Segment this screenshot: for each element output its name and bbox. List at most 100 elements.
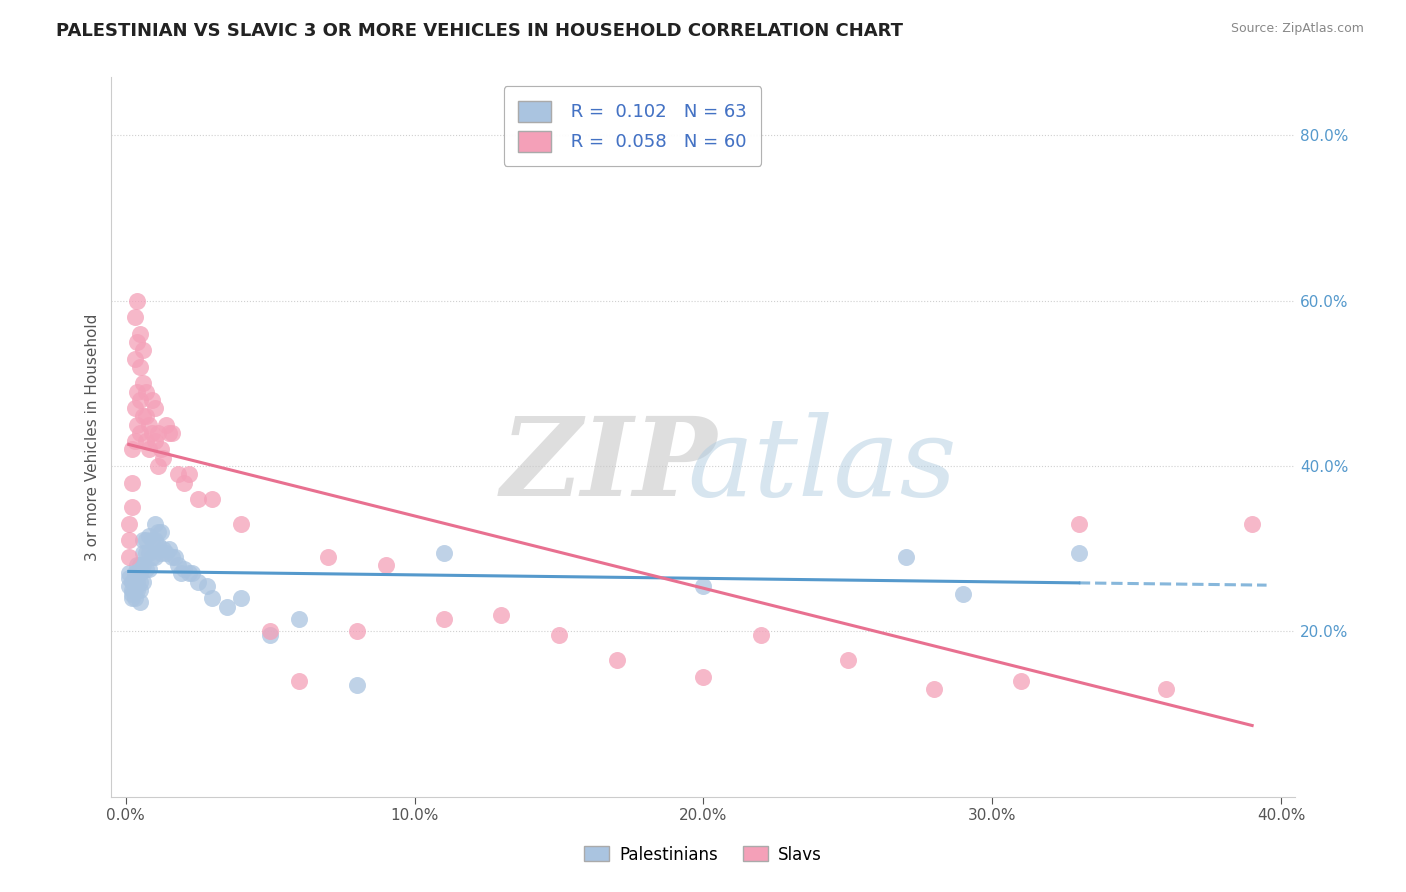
Point [1067,516,1090,531]
Point [173,562,195,576]
Legend:  R =  0.102   N = 63,  R =  0.058   N = 60: R = 0.102 N = 63, R = 0.058 N = 60 [503,87,761,166]
Point [259,628,281,642]
Point [491,607,513,622]
Point [124,310,146,325]
Point [166,467,188,482]
Point [124,582,146,597]
Point [146,525,169,540]
Point [118,579,141,593]
Point [215,599,238,614]
Point [1154,682,1177,697]
Point [606,653,628,667]
Point [132,376,155,391]
Point [346,624,368,639]
Point [155,546,177,560]
Point [149,442,172,457]
Point [195,579,218,593]
Point [118,533,141,548]
Point [201,591,224,606]
Point [1067,546,1090,560]
Point [129,558,152,573]
Point [127,334,149,349]
Point [132,533,155,548]
Point [129,392,152,407]
Point [124,579,146,593]
Point [118,516,141,531]
Point [124,591,146,606]
Point [135,384,157,399]
Text: Source: ZipAtlas.com: Source: ZipAtlas.com [1230,22,1364,36]
Point [132,546,155,560]
Point [374,558,396,573]
Point [749,628,772,642]
Point [129,566,152,581]
Point [146,537,169,551]
Point [129,326,152,341]
Point [127,293,149,308]
Text: atlas: atlas [688,412,956,519]
Point [138,529,160,543]
Point [259,624,281,639]
Point [924,682,946,697]
Point [118,566,141,581]
Point [132,409,155,424]
Point [129,359,152,374]
Point [166,558,188,573]
Y-axis label: 3 or more Vehicles in Household: 3 or more Vehicles in Household [86,313,100,561]
Point [837,653,859,667]
Point [121,500,143,515]
Point [121,574,143,589]
Point [149,546,172,560]
Point [132,343,155,358]
Point [138,442,160,457]
Point [1010,673,1032,688]
Point [692,670,714,684]
Point [143,401,166,416]
Point [152,450,174,465]
Point [124,351,146,366]
Point [187,491,209,506]
Point [124,434,146,449]
Point [143,434,166,449]
Point [288,612,311,626]
Point [231,591,253,606]
Point [155,417,177,432]
Point [548,628,571,642]
Point [1241,516,1264,531]
Point [141,425,163,440]
Point [952,587,974,601]
Point [129,425,152,440]
Point [146,458,169,473]
Point [121,591,143,606]
Point [141,392,163,407]
Point [288,673,311,688]
Text: ZIP: ZIP [501,412,717,519]
Point [432,546,454,560]
Point [163,549,186,564]
Point [201,491,224,506]
Point [149,525,172,540]
Point [181,566,204,581]
Point [118,571,141,585]
Point [231,516,253,531]
Point [141,533,163,548]
Point [124,401,146,416]
Point [135,434,157,449]
Point [316,549,339,564]
Point [138,546,160,560]
Point [118,549,141,564]
Point [132,558,155,573]
Point [346,678,368,692]
Point [135,546,157,560]
Point [132,574,155,589]
Point [127,574,149,589]
Point [173,475,195,490]
Point [138,562,160,576]
Point [894,549,917,564]
Point [121,442,143,457]
Point [127,384,149,399]
Point [160,425,183,440]
Point [129,574,152,589]
Point [143,533,166,548]
Point [157,425,180,440]
